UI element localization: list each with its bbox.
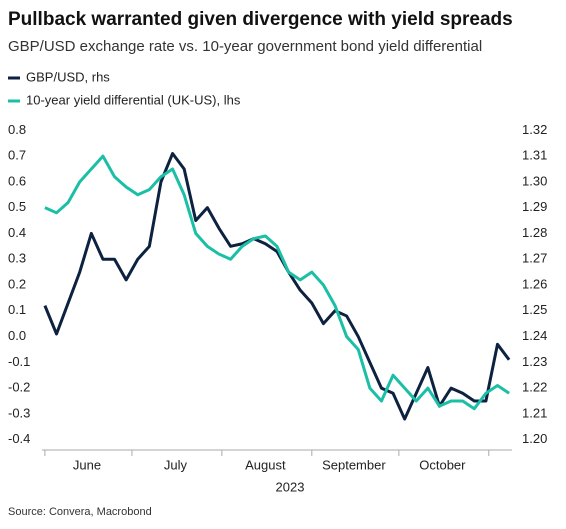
y2-tick-label: 1.25 <box>522 302 547 317</box>
x-tick-label: June <box>73 457 101 472</box>
x-axis-label: 2023 <box>276 479 305 494</box>
y-tick-label: -0.3 <box>8 405 30 420</box>
y-tick-label: 0.6 <box>8 173 26 188</box>
x-tick-label: September <box>322 457 386 472</box>
y2-tick-label: 1.27 <box>522 251 547 266</box>
x-tick-label: August <box>245 457 286 472</box>
series-line <box>44 154 510 411</box>
y-tick-label: 0.2 <box>8 276 26 291</box>
y2-tick-label: 1.24 <box>522 328 547 343</box>
y2-tick-label: 1.20 <box>522 431 547 446</box>
source: Source: Convera, Macrobond <box>8 506 152 518</box>
y-tick-label: 0.8 <box>8 122 26 137</box>
y2-tick-label: 1.22 <box>522 380 547 395</box>
y-tick-label: 0.3 <box>8 251 26 266</box>
legend-label: GBP/USD, rhs <box>26 69 110 84</box>
y-tick-label: 0.5 <box>8 199 26 214</box>
y2-tick-label: 1.26 <box>522 276 547 291</box>
y2-tick-label: 1.29 <box>522 199 547 214</box>
chart-subtitle: GBP/USD exchange rate vs. 10-year govern… <box>8 38 482 55</box>
y2-tick-label: 1.28 <box>522 225 547 240</box>
y2-tick-label: 1.30 <box>522 173 547 188</box>
y-tick-label: -0.2 <box>8 380 30 395</box>
chart-title: Pullback warranted given divergence with… <box>8 9 513 30</box>
y-tick-label: 0.4 <box>8 225 26 240</box>
y2-tick-label: 1.32 <box>522 122 547 137</box>
x-tick-label: October <box>419 457 466 472</box>
y-tick-label: -0.1 <box>8 354 30 369</box>
y-tick-label: 0.1 <box>8 302 26 317</box>
y-tick-label: 0.0 <box>8 328 26 343</box>
y-tick-label: 0.7 <box>8 148 26 163</box>
legend-label: 10-year yield differential (UK-US), lhs <box>26 92 241 107</box>
y2-tick-label: 1.31 <box>522 148 547 163</box>
series-line <box>43 152 511 421</box>
y2-tick-label: 1.21 <box>522 405 547 420</box>
x-tick-label: July <box>164 457 188 472</box>
y2-tick-label: 1.23 <box>522 354 547 369</box>
y-tick-label: -0.4 <box>8 431 30 446</box>
